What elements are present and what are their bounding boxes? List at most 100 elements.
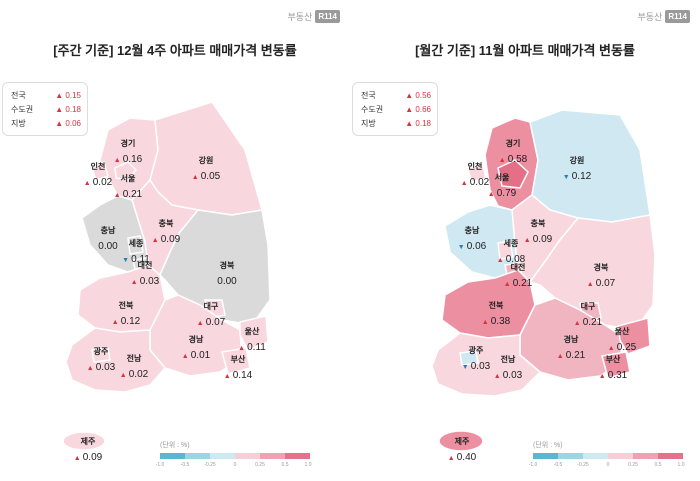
legend-unit: (단위 : %) <box>533 442 563 449</box>
brand-watermark: 부동산 R114 <box>637 10 690 23</box>
region-gwangju <box>91 347 111 363</box>
legend-ticks: -1.0 -0.5 -0.25 0 0.25 0.5 1.0 <box>155 462 312 468</box>
up-arrow-icon: ▲ <box>586 280 594 288</box>
up-arrow-icon: ▲ <box>223 372 231 380</box>
summary-row: 전국 ▲ 0.15 <box>11 89 81 101</box>
legend-ticks: -1.0 -0.5 -0.25 0 0.25 0.5 1.0 <box>528 462 685 468</box>
region-label-chungnam: 충남 ▼ 0.06 <box>457 226 487 252</box>
up-arrow-icon: ▲ <box>573 319 581 327</box>
region-label-gyeonggi: 경기 ▲ 0.16 <box>113 139 143 165</box>
region-label-jeonnam: 전남 ▲ 0.03 <box>493 355 523 381</box>
weekly-title: [주간 기준] 12월 4주 아파트 매매가격 변동률 <box>53 43 297 58</box>
region-label-incheon: 인천 ▲ 0.02 <box>460 162 490 188</box>
brand-watermark: 부동산 R114 <box>287 10 340 23</box>
up-arrow-icon: ▲ <box>460 179 468 187</box>
monthly-panel: 부동산 R114 [월간 기준] 11월 아파트 매매가격 변동률 전국 ▲ 0.… <box>350 0 700 481</box>
weekly-legend: (단위 : %) -1.0 -0.5 -0.25 0 0.25 0.5 1.0 <box>155 440 312 474</box>
up-arrow-icon: ▲ <box>73 454 81 462</box>
up-arrow-icon: ▲ <box>238 344 246 352</box>
legend-color-bar <box>160 453 310 459</box>
up-arrow-icon: ▲ <box>556 352 564 360</box>
legend-color-bar <box>533 453 683 459</box>
up-arrow-icon: ▲ <box>503 280 511 288</box>
weekly-panel: 부동산 R114 [주간 기준] 12월 4주 아파트 매매가격 변동률 전국 ▲… <box>2 10 340 474</box>
brand-text: 부동산 <box>637 12 663 22</box>
summary-value: ▲ 0.18 <box>55 104 81 114</box>
up-arrow-icon: ▲ <box>607 344 615 352</box>
summary-label: 수도권 <box>11 104 34 114</box>
summary-label: 지방 <box>11 118 26 128</box>
down-arrow-icon: ▼ <box>122 256 130 264</box>
up-arrow-icon: ▲ <box>83 179 91 187</box>
up-arrow-icon: ▲ <box>191 173 199 181</box>
summary-row: 지방 ▲ 0.06 <box>11 117 81 129</box>
region-label-gyeongbuk: 경북▲0.00 <box>217 261 237 287</box>
brand-text: 부동산 <box>287 12 313 22</box>
region-label-busan: 부산 ▲ 0.14 <box>223 355 253 381</box>
region-label-ulsan: 울산 ▲ 0.25 <box>607 327 637 353</box>
region-seoul <box>114 161 138 181</box>
brand-logo: R114 <box>315 10 340 23</box>
region-sejong <box>127 235 144 255</box>
down-arrow-icon: ▼ <box>461 363 469 371</box>
weekly-summary: 전국 ▲ 0.15 수도권 ▲ 0.18 지방 ▲ 0.06 <box>2 82 88 136</box>
up-arrow-icon: ▲ <box>447 454 455 462</box>
summary-row: 전국 ▲ 0.56 <box>361 89 431 101</box>
up-arrow-icon: ▲ <box>119 371 127 379</box>
summary-row: 수도권 ▲ 0.66 <box>361 103 431 115</box>
up-arrow-icon: ▲ <box>487 190 495 198</box>
region-busan <box>221 347 251 375</box>
region-label-gyeongnam: 경남 ▲ 0.21 <box>556 335 586 361</box>
up-arrow-icon: ▲ <box>493 372 501 380</box>
monthly-title: [월간 기준] 11월 아파트 매매가격 변동률 <box>415 43 635 58</box>
up-arrow-icon: ▲ <box>86 364 94 372</box>
summary-number: 0.56 <box>415 90 431 100</box>
monthly-legend: (단위 : %) -1.0 -0.5 -0.25 0 0.25 0.5 1.0 <box>528 440 685 474</box>
up-arrow-icon: ▲ <box>196 319 204 327</box>
up-arrow-icon: ▲ <box>598 372 606 380</box>
region-label-gwangju: 광주 ▲ 0.03 <box>86 347 116 373</box>
region-label-sejong: 세종 ▲ 0.08 <box>496 239 526 265</box>
region-label-jeonnam: 전남 ▲ 0.02 <box>119 354 149 380</box>
region-label-daegu: 대구 ▲ 0.07 <box>196 302 226 328</box>
up-arrow-icon: ▲ <box>498 156 506 164</box>
region-jeonnam <box>65 327 166 393</box>
down-arrow-icon: ▼ <box>562 173 570 181</box>
region-label-seoul: 서울 ▲ 0.21 <box>113 174 143 200</box>
summary-number: 0.18 <box>65 104 81 114</box>
summary-label: 수도권 <box>361 104 384 114</box>
region-busan <box>601 351 631 379</box>
brand-logo: R114 <box>665 10 690 23</box>
region-label-gyeongbuk: 경북 ▲ 0.07 <box>586 263 616 289</box>
summary-row: 수도권 ▲ 0.18 <box>11 103 81 115</box>
up-arrow-icon: ▲ <box>523 236 531 244</box>
region-label-jeju: 제주 ▲ 0.09 <box>73 437 103 463</box>
region-label-ulsan: 울산 ▲ 0.11 <box>238 327 266 353</box>
up-arrow-icon: ▲ <box>481 318 489 326</box>
region-label-gyeonggi: 경기 ▲ 0.58 <box>498 139 528 165</box>
region-label-busan: 부산 ▲ 0.31 <box>598 355 628 381</box>
region-label-incheon: 인천 ▲ 0.02 <box>83 162 113 188</box>
region-label-sejong: 세종 ▼ 0.11 <box>122 239 150 265</box>
region-label-chungbuk: 충북 ▲ 0.09 <box>151 219 181 245</box>
region-label-chungnam: 충남▲0.00 <box>98 226 118 252</box>
up-arrow-icon: ▲ <box>496 256 504 264</box>
region-ulsan <box>617 317 651 355</box>
region-label-daejeon: 대전 ▲ 0.03 <box>130 261 160 287</box>
region-jeonnam <box>431 332 542 397</box>
summary-value: ▲ 0.18 <box>405 118 431 128</box>
summary-value: ▲ 0.06 <box>55 118 81 128</box>
down-arrow-icon: ▼ <box>457 243 465 251</box>
region-label-jeju: 제주 ▲ 0.40 <box>447 437 477 463</box>
summary-row: 지방 ▲ 0.18 <box>361 117 431 129</box>
region-jeju <box>438 430 484 452</box>
summary-number: 0.18 <box>415 118 431 128</box>
summary-label: 전국 <box>361 90 376 100</box>
summary-number: 0.15 <box>65 90 81 100</box>
summary-value: ▲ 0.66 <box>405 104 431 114</box>
up-arrow-icon: ▲ <box>130 278 138 286</box>
region-label-jeonbuk: 전북 ▲ 0.38 <box>481 301 511 327</box>
region-gwangju <box>459 350 479 366</box>
summary-number: 0.06 <box>65 118 81 128</box>
region-label-daejeon: 대전 ▲ 0.21 <box>503 263 533 289</box>
